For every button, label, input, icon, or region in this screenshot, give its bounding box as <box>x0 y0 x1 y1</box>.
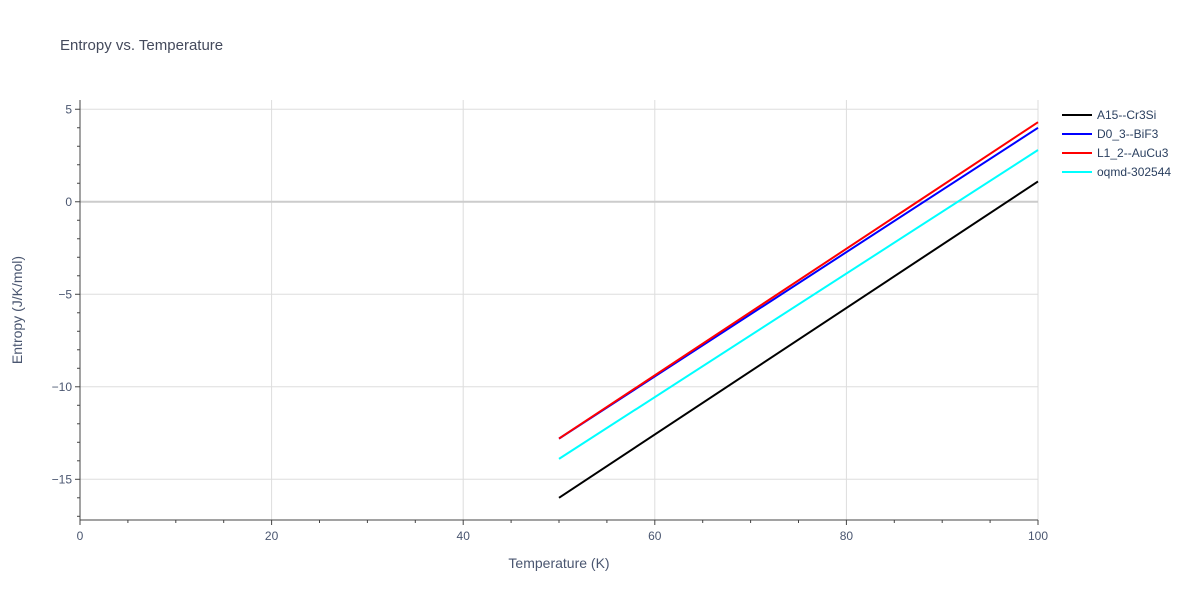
series-line-2 <box>558 121 1039 440</box>
legend-label: A15--Cr3Si <box>1097 108 1156 122</box>
grid <box>80 100 1039 520</box>
x-tick-label: 80 <box>840 529 854 543</box>
x-tick-label: 40 <box>457 529 471 543</box>
x-tick-label: 100 <box>1028 529 1048 543</box>
x-tick-label: 0 <box>77 529 84 543</box>
y-tick-label: −10 <box>52 380 73 394</box>
chart-title: Entropy vs. Temperature <box>60 37 223 54</box>
x-tick-label: 60 <box>648 529 662 543</box>
legend-item-1[interactable]: D0_3--BiF3 <box>1062 127 1159 141</box>
series-line-0 <box>558 180 1039 499</box>
y-tick-label: −5 <box>58 287 72 301</box>
axes: 0 20 40 60 80 100 −15 −10 −5 0 5 <box>52 100 1048 543</box>
y-tick-label: 0 <box>65 195 72 209</box>
x-axis-title: Temperature (K) <box>508 555 609 571</box>
legend-item-2[interactable]: L1_2--AuCu3 <box>1062 146 1169 160</box>
legend[interactable]: A15--Cr3Si D0_3--BiF3 L1_2--AuCu3 oqmd-3025… <box>1062 108 1171 179</box>
legend-label: L1_2--AuCu3 <box>1097 146 1169 160</box>
series <box>558 121 1039 499</box>
legend-label: oqmd-302544 <box>1097 165 1171 179</box>
x-tick-label: 20 <box>265 529 279 543</box>
series-line-3 <box>558 149 1039 460</box>
legend-item-3[interactable]: oqmd-302544 <box>1062 165 1171 179</box>
y-tick-label: −15 <box>52 472 73 486</box>
y-tick-label: 5 <box>65 102 72 116</box>
legend-item-0[interactable]: A15--Cr3Si <box>1062 108 1156 122</box>
y-axis-title: Entropy (J/K/mol) <box>9 256 25 364</box>
legend-label: D0_3--BiF3 <box>1097 127 1159 141</box>
